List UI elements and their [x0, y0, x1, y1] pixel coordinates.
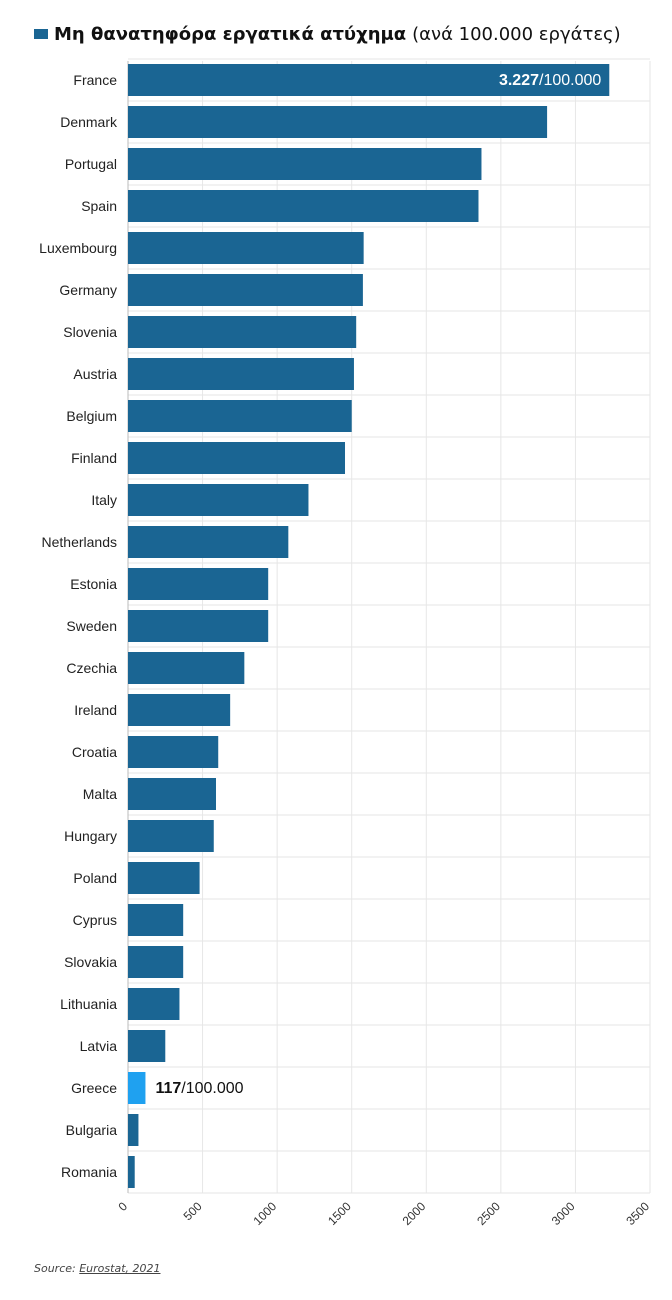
bar-estonia [128, 568, 269, 600]
bar-denmark [128, 106, 548, 138]
category-label: Greece [71, 1080, 117, 1096]
bar-germany [128, 274, 363, 306]
x-tick-label: 500 [181, 1199, 205, 1223]
source-label: Source: [34, 1262, 76, 1275]
bar-france [128, 64, 610, 96]
bar-ireland [128, 694, 231, 726]
category-label: France [73, 72, 117, 88]
category-label: Portugal [65, 156, 117, 172]
annotation-greece: 117/100.000 [155, 1080, 243, 1097]
bar-romania [128, 1156, 135, 1188]
source-note: Source: Eurostat, 2021 [34, 1262, 161, 1275]
bar-austria [128, 358, 354, 390]
category-label: Belgium [66, 408, 117, 424]
category-label: Malta [83, 786, 117, 802]
bar-finland [128, 442, 346, 474]
bar-bulgaria [128, 1114, 139, 1146]
bar-croatia [128, 736, 219, 768]
category-label: Lithuania [60, 996, 117, 1012]
category-label: Luxembourg [39, 240, 117, 256]
bar-sweden [128, 610, 269, 642]
category-label: Croatia [72, 744, 117, 760]
category-label: Poland [73, 870, 117, 886]
category-label: Czechia [66, 660, 117, 676]
x-tick-label: 2500 [474, 1199, 503, 1228]
x-axis-ticks: 0 500 1000 1500 2000 2500 3000 3500 [115, 1199, 652, 1228]
x-tick-label: 1000 [250, 1199, 279, 1228]
category-label: Slovenia [63, 324, 117, 340]
bar-spain [128, 190, 479, 222]
bar-netherlands [128, 526, 289, 558]
legend-title: Μη θανατηφόρα εργατικά ατύχημα [54, 23, 407, 45]
grid-lines [127, 58, 651, 1194]
category-label: Estonia [70, 576, 117, 592]
bar-slovakia [128, 946, 184, 978]
bar-chart: France Denmark Portugal Spain Luxembourg Germ… [39, 58, 652, 1228]
bar-portugal [128, 148, 482, 180]
bar-lithuania [128, 988, 180, 1020]
category-label: Slovakia [64, 954, 117, 970]
x-tick-label: 0 [115, 1199, 130, 1214]
x-tick-label: 1500 [325, 1199, 354, 1228]
category-label: Netherlands [42, 534, 118, 550]
bar-cyprus [128, 904, 184, 936]
bar-belgium [128, 400, 352, 432]
legend-swatch [34, 29, 48, 39]
bar-italy [128, 484, 309, 516]
category-labels: France Denmark Portugal Spain Luxembourg Germ… [39, 72, 118, 1180]
category-label: Hungary [64, 828, 117, 844]
category-label: Sweden [66, 618, 117, 634]
legend-subtitle: (ανά 100.000 εργάτες) [412, 23, 621, 45]
category-label: Ireland [74, 702, 117, 718]
x-tick-label: 3500 [623, 1199, 652, 1228]
annotation-france: 3.227/100.000 [499, 72, 601, 89]
category-label: Finland [71, 450, 117, 466]
category-label: Romania [61, 1164, 117, 1180]
bar-hungary [128, 820, 214, 852]
category-label: Germany [59, 282, 117, 298]
x-tick-label: 3000 [549, 1199, 578, 1228]
category-label: Denmark [60, 114, 118, 130]
bar-poland [128, 862, 200, 894]
x-tick-label: 2000 [400, 1199, 429, 1228]
category-label: Bulgaria [66, 1122, 118, 1138]
bar-latvia [128, 1030, 166, 1062]
category-label: Italy [91, 492, 117, 508]
bar-slovenia [128, 316, 357, 348]
bar-greece [128, 1072, 146, 1104]
bar-czechia [128, 652, 245, 684]
category-label: Spain [81, 198, 117, 214]
bar-malta [128, 778, 216, 810]
bar-luxembourg [128, 232, 364, 264]
source-link[interactable]: Eurostat, 2021 [79, 1262, 161, 1275]
category-label: Cyprus [73, 912, 117, 928]
category-label: Austria [73, 366, 117, 382]
legend: Μη θανατηφόρα εργατικά ατύχημα (ανά 100.… [34, 20, 621, 48]
annotations: 3.227/100.000 117/100.000 [155, 72, 601, 1097]
category-label: Latvia [80, 1038, 118, 1054]
bars [128, 64, 610, 1188]
